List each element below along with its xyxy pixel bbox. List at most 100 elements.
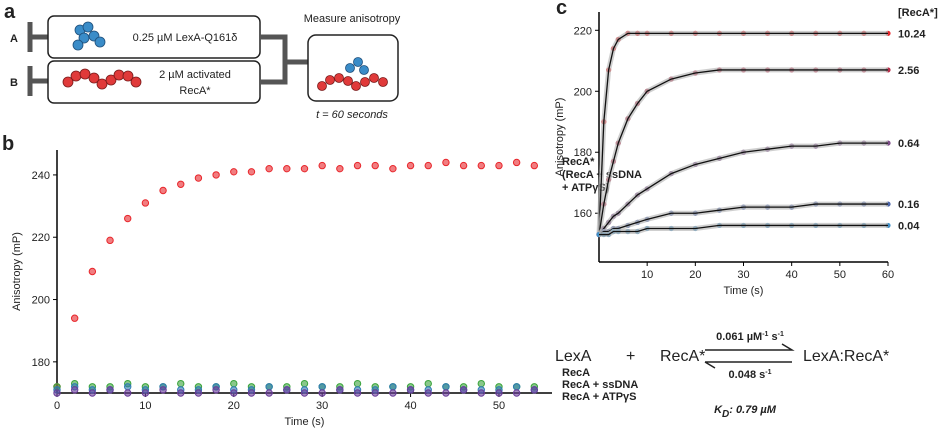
data-point bbox=[459, 386, 468, 394]
data-point bbox=[477, 379, 485, 388]
data-point bbox=[442, 383, 450, 391]
data-point bbox=[124, 383, 132, 391]
series-label: 2.56 bbox=[898, 65, 919, 77]
data-point bbox=[88, 389, 97, 397]
data-point bbox=[530, 386, 539, 394]
panel-a: a A B 0.25 µM LexA-Q161δ 2 µM activated … bbox=[4, 1, 401, 121]
data-point bbox=[495, 161, 503, 170]
equation: LexA + RecA* LexA:RecA* 0.061 µM-1 s-1 0… bbox=[555, 331, 889, 420]
data-point bbox=[283, 164, 291, 173]
data-point bbox=[300, 164, 309, 173]
equilibrium-arrows bbox=[704, 343, 795, 369]
data-point bbox=[177, 389, 185, 397]
data-point bbox=[530, 161, 539, 170]
kon-unit: s bbox=[768, 331, 777, 343]
data-point bbox=[406, 161, 415, 170]
data-point bbox=[141, 199, 150, 207]
x-tick-label: 30 bbox=[737, 269, 749, 281]
data-point bbox=[300, 379, 309, 388]
x-tick-label: 50 bbox=[834, 269, 846, 281]
data-point bbox=[265, 383, 273, 391]
y-tick-label: 220 bbox=[574, 25, 592, 37]
data-point bbox=[353, 379, 362, 388]
y-axis-label: Anisotropy (mP) bbox=[554, 98, 566, 177]
data-point bbox=[230, 379, 238, 388]
data-point bbox=[53, 389, 61, 397]
data-point bbox=[512, 158, 521, 167]
data-point bbox=[477, 389, 485, 397]
kd-sub: D bbox=[722, 409, 729, 420]
series-label: RecA* (RecA + ssDNA + ATPγS) bbox=[562, 156, 642, 194]
data-point bbox=[177, 180, 185, 188]
data-point bbox=[247, 168, 256, 176]
data-point bbox=[424, 379, 432, 388]
data-point bbox=[389, 389, 397, 397]
data-point bbox=[442, 389, 450, 397]
x-tick-label: 10 bbox=[641, 269, 653, 281]
data-point bbox=[442, 158, 450, 167]
x-tick-label: 10 bbox=[139, 400, 151, 412]
data-point bbox=[159, 186, 167, 195]
data-point bbox=[353, 389, 362, 397]
data-point bbox=[371, 389, 379, 397]
series-label: RecA + ssDNA bbox=[562, 379, 638, 391]
data-point bbox=[389, 383, 397, 391]
syringe-contents: RecA* bbox=[179, 85, 211, 97]
plunger bbox=[27, 22, 48, 96]
series-label: 0.64 bbox=[898, 138, 920, 150]
kd: KD: 0.79 µM bbox=[714, 404, 777, 420]
data-point bbox=[106, 386, 114, 394]
fit-line bbox=[599, 224, 888, 236]
syringe-label: B bbox=[10, 77, 18, 89]
data-point bbox=[194, 389, 203, 397]
panel-letter: c bbox=[556, 0, 567, 19]
y-tick-label: 240 bbox=[32, 170, 50, 182]
y-tick-label: 200 bbox=[32, 295, 50, 307]
data-point bbox=[106, 236, 114, 245]
reca-icon bbox=[62, 68, 142, 90]
kon-exp: -1 bbox=[762, 331, 768, 338]
data-point bbox=[512, 389, 521, 397]
data-point bbox=[177, 379, 185, 388]
x-tick-label: 50 bbox=[493, 400, 505, 412]
label-line: + ATPγS) bbox=[562, 182, 610, 194]
panel-letter: a bbox=[4, 1, 16, 23]
y-tick-label: 160 bbox=[574, 208, 592, 220]
data-point bbox=[318, 389, 326, 397]
data-point bbox=[88, 267, 97, 276]
data-point bbox=[477, 161, 485, 170]
series-label: 0.04 bbox=[898, 220, 920, 232]
data-point bbox=[336, 164, 344, 173]
kon-number: 0.061 µM bbox=[716, 331, 762, 343]
data-point bbox=[512, 383, 521, 391]
data-point bbox=[124, 389, 132, 397]
data-point bbox=[318, 161, 326, 170]
fit-line bbox=[598, 142, 888, 235]
koff-exp: -1 bbox=[765, 369, 771, 376]
series-label: 10.24 bbox=[898, 28, 926, 40]
data-point bbox=[406, 386, 415, 394]
syringe bbox=[47, 60, 261, 104]
panel-letter: b bbox=[2, 133, 14, 155]
time-label: t = 60 seconds bbox=[316, 109, 388, 121]
x-tick-label: 40 bbox=[786, 269, 798, 281]
data-point bbox=[230, 389, 238, 397]
data-point bbox=[353, 161, 362, 170]
data-point bbox=[212, 386, 220, 394]
y-tick-label: 180 bbox=[32, 357, 50, 369]
y-tick-label: 200 bbox=[574, 86, 592, 98]
fit-line bbox=[598, 203, 888, 236]
x-tick-label: 40 bbox=[404, 400, 416, 412]
lexa-icon bbox=[72, 21, 106, 51]
kon-exp: -1 bbox=[778, 331, 784, 338]
data-point bbox=[318, 383, 326, 391]
data-point bbox=[459, 161, 468, 170]
kd-value: : 0.79 µM bbox=[729, 404, 777, 416]
time-var: t bbox=[316, 109, 320, 121]
fit-line bbox=[598, 69, 888, 235]
measure-label: Measure anisotropy bbox=[304, 13, 401, 25]
fit-line bbox=[598, 32, 888, 235]
x-tick-label: 20 bbox=[689, 269, 701, 281]
data-point bbox=[265, 389, 273, 397]
